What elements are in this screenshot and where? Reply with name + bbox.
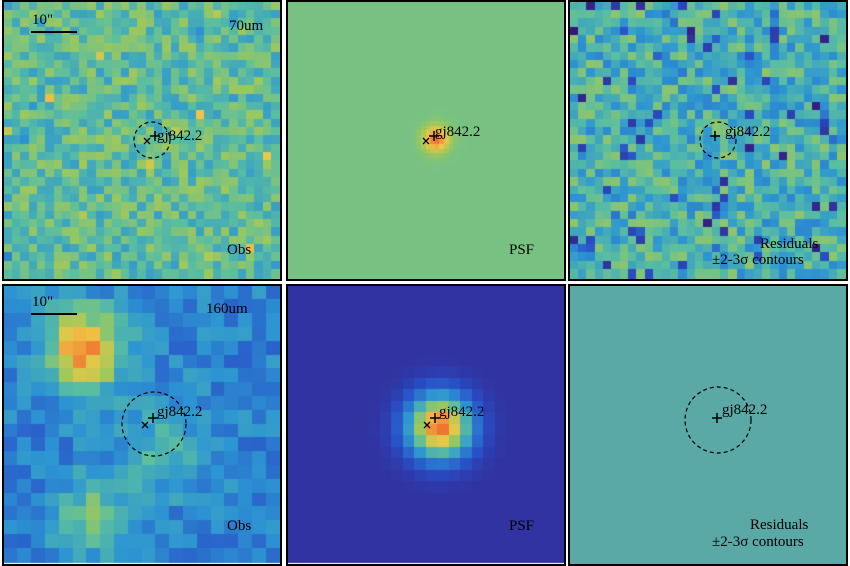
image-70um-res: [570, 2, 846, 279]
aperture-circle: [133, 121, 171, 159]
target-label: gj842.2: [725, 124, 771, 140]
scale-label: 10": [32, 12, 54, 28]
panel-label: PSF: [509, 518, 535, 534]
target-x-marker: [141, 421, 149, 429]
panel-label: Obs: [227, 242, 252, 258]
target-label: gj842.2: [435, 124, 481, 140]
target-x-marker: [143, 137, 151, 145]
panel-70um-psf: gj842.2 PSF: [286, 0, 566, 281]
target-plus-marker: [430, 413, 440, 423]
panel-label: PSF: [509, 242, 535, 258]
aperture-circle: [699, 121, 737, 159]
target-plus-marker: [429, 131, 439, 141]
overlay-70um-psf: [422, 131, 439, 145]
overlay-70um-obs: [133, 121, 171, 159]
panel-label: Residuals: [760, 236, 819, 252]
panel-160um-obs: 10" 160um gj842.2 Obs: [2, 284, 282, 566]
image-160um-psf: [288, 286, 564, 564]
target-x-marker: [423, 421, 431, 429]
target-plus-marker: [150, 131, 160, 141]
target-label: gj842.2: [157, 404, 203, 420]
scale-label: 10": [32, 294, 54, 310]
panel-70um-res: gj842.2 Residuals ±2-3σ contours: [568, 0, 848, 281]
target-label: gj842.2: [722, 402, 768, 418]
aperture-circle: [121, 391, 187, 457]
scale-bar: [31, 31, 77, 33]
image-160um-obs: [4, 286, 280, 564]
overlay-160um-psf: [423, 413, 440, 429]
target-label: gj842.2: [157, 128, 203, 144]
overlay-160um-res: [684, 386, 752, 454]
target-plus-marker: [712, 413, 722, 423]
overlay-70um-res: [699, 121, 737, 159]
target-label: gj842.2: [439, 404, 485, 420]
image-160um-res: [570, 286, 846, 564]
panel-70um-obs: 10" 70um gj842.2 Obs: [2, 0, 282, 281]
panel-label: Residuals: [750, 517, 809, 533]
aperture-circle: [684, 386, 752, 454]
band-label: 70um: [229, 18, 264, 34]
scale-bar: [31, 313, 77, 315]
target-plus-marker: [710, 131, 720, 141]
image-70um-obs: [4, 2, 280, 279]
target-x-marker: [422, 137, 430, 145]
panel-label-contours: ±2-3σ contours: [712, 534, 804, 550]
panel-label: Obs: [227, 518, 252, 534]
band-label: 160um: [206, 301, 248, 317]
overlay-160um-obs: [121, 391, 187, 457]
panel-160um-psf: gj842.2 PSF: [286, 284, 566, 566]
panel-160um-res: gj842.2 Residuals ±2-3σ contours: [568, 284, 848, 566]
target-plus-marker: [148, 413, 158, 423]
panel-label-contours: ±2-3σ contours: [712, 252, 804, 268]
